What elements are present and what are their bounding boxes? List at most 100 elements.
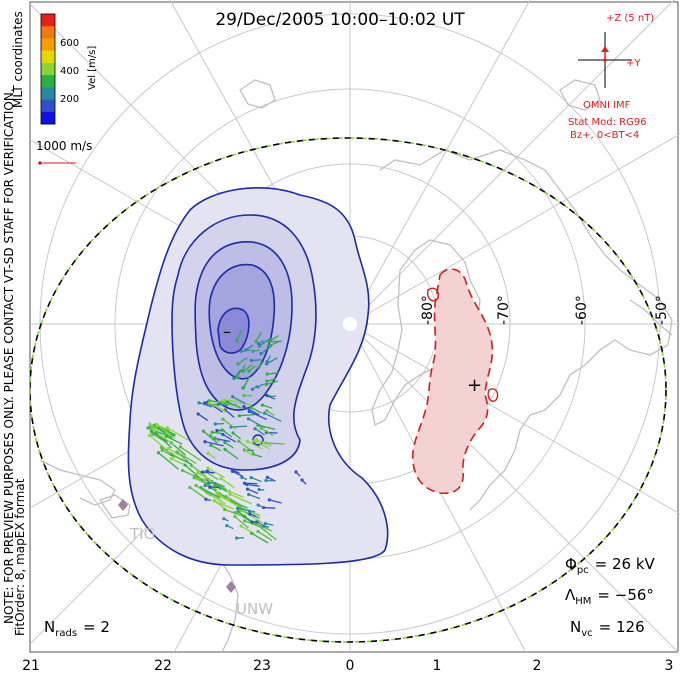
velocity-vector bbox=[263, 506, 276, 509]
velocity-vector-origin bbox=[250, 387, 254, 391]
mlt-tick-3: 3 bbox=[665, 658, 674, 674]
velocity-vector-origin bbox=[247, 492, 251, 497]
velocity-vector-origin bbox=[196, 412, 200, 416]
velocity-vector bbox=[210, 444, 222, 452]
velocity-vector-origin bbox=[259, 352, 263, 356]
velocity-vector-origin bbox=[243, 519, 247, 523]
velocity-vector-origin bbox=[237, 414, 241, 418]
velocity-vector-origin bbox=[160, 448, 164, 452]
velocity-vector-origin bbox=[180, 468, 185, 473]
velocity-vector-origin bbox=[189, 463, 193, 468]
velocity-vector bbox=[247, 440, 263, 450]
phi-subscript: pc bbox=[577, 565, 589, 576]
velocity-vector bbox=[238, 440, 255, 454]
velocity-vector bbox=[207, 467, 225, 479]
velocity-vector bbox=[197, 472, 216, 485]
velocity-vector-origin bbox=[223, 447, 227, 451]
colorbar-cell bbox=[41, 50, 55, 64]
colorbar-cell bbox=[41, 87, 55, 100]
velocity-vector-origin bbox=[219, 476, 223, 481]
colorbar-cell bbox=[41, 62, 55, 76]
mlt-tick-21: 21 bbox=[22, 658, 40, 674]
velocity-vector bbox=[254, 428, 266, 436]
velocity-vector-origin bbox=[267, 498, 272, 502]
map-title: 29/Dec/2005 10:00–10:02 UT bbox=[215, 10, 465, 30]
velocity-vector bbox=[224, 508, 240, 516]
velocity-vector bbox=[206, 492, 226, 505]
mlt-tick-2: 2 bbox=[533, 658, 542, 674]
velocity-vector bbox=[203, 430, 218, 444]
station-unw-label: UNW bbox=[236, 600, 273, 618]
velocity-vector-origin bbox=[216, 402, 221, 406]
imf-y-label: +Y bbox=[626, 58, 641, 69]
velocity-vector bbox=[239, 414, 255, 417]
velocity-vector bbox=[250, 406, 263, 414]
velocity-vector-origin bbox=[247, 509, 252, 513]
velocity-vector bbox=[260, 344, 273, 355]
velocity-vector-origin bbox=[294, 470, 298, 474]
velocity-vector-origin bbox=[201, 429, 206, 433]
velocity-vector-origin bbox=[249, 475, 253, 480]
velocity-vector bbox=[214, 484, 228, 493]
mlt-axis: 21 22 23 0 1 2 3 bbox=[22, 658, 673, 674]
velocity-vector bbox=[264, 412, 282, 422]
velocity-vector bbox=[227, 401, 242, 409]
velocity-vector-origin bbox=[300, 478, 304, 482]
velocity-vector-origin bbox=[237, 439, 241, 443]
colorbar-tick-400: 400 bbox=[60, 66, 79, 77]
nrads-symbol: N bbox=[44, 618, 55, 636]
velocity-vector-origin bbox=[204, 497, 208, 501]
velocity-vector bbox=[255, 331, 263, 342]
velocity-vector-origin bbox=[236, 362, 240, 366]
velocity-vector-origin bbox=[188, 485, 192, 490]
colorbar-cell bbox=[41, 99, 55, 113]
velocity-vector bbox=[237, 510, 253, 524]
phi-value: = 26 kV bbox=[595, 555, 656, 573]
velocity-vector bbox=[218, 403, 229, 407]
negative-convection-cell: – bbox=[127, 186, 389, 566]
colorbar-cell bbox=[41, 75, 55, 88]
velocity-vector-origin bbox=[245, 482, 249, 487]
imf-indicator: +Z (5 nT) +Y OMNI IMF Stat Mod: RG96 Bz+… bbox=[568, 13, 654, 141]
velocity-vector-origin bbox=[149, 429, 153, 434]
velocity-vector bbox=[147, 427, 166, 436]
velocity-vector-origin bbox=[228, 492, 232, 496]
velocity-vector-origin bbox=[183, 463, 187, 467]
velocity-vector-origin bbox=[242, 393, 246, 398]
svg-text:Φpc= 26 kV: Φpc = 26 kV bbox=[565, 555, 656, 576]
velocity-vector-origin bbox=[194, 483, 198, 488]
velocity-vector bbox=[161, 446, 181, 460]
velocity-vector bbox=[257, 530, 273, 542]
velocity-vector bbox=[224, 448, 239, 460]
preview-note: NOTE: FOR PREVIEW PURPOSES ONLY. PLEASE … bbox=[2, 88, 16, 624]
pole-marker bbox=[343, 317, 357, 331]
velocity-vector bbox=[248, 493, 261, 500]
velocity-vector bbox=[232, 396, 246, 405]
velocity-vector-origin bbox=[155, 423, 160, 427]
colorbar-cell bbox=[41, 14, 55, 27]
velocity-vector-origin bbox=[175, 450, 180, 454]
velocity-vector-origin bbox=[225, 400, 229, 404]
velocity-vector-origin bbox=[265, 409, 269, 413]
velocity-vector-origin bbox=[256, 423, 260, 427]
velocity-vector-origin bbox=[225, 523, 229, 528]
velocity-vector bbox=[266, 357, 278, 365]
velocity-vector bbox=[214, 437, 231, 443]
velocity-vector bbox=[182, 469, 200, 480]
velocity-vector-origin bbox=[232, 469, 236, 473]
velocity-vector-origin bbox=[265, 372, 269, 376]
velocity-vector-origin bbox=[159, 445, 164, 449]
velocity-vector-origin bbox=[248, 512, 252, 516]
velocity-vector bbox=[248, 410, 267, 420]
velocity-vector bbox=[233, 370, 241, 379]
velocity-vector-origin bbox=[215, 490, 219, 495]
velocity-vector bbox=[247, 488, 259, 495]
velocity-vector bbox=[257, 424, 276, 430]
svg-text:ΛHM= −56°: ΛHM = −56° bbox=[565, 586, 654, 607]
nvc-symbol: N bbox=[570, 618, 581, 636]
velocity-vector bbox=[269, 499, 282, 504]
velocity-vector-origin bbox=[208, 485, 212, 489]
velocity-vector-origin bbox=[259, 426, 263, 430]
svg-text:Nrads= 2: Nrads = 2 bbox=[44, 618, 110, 639]
